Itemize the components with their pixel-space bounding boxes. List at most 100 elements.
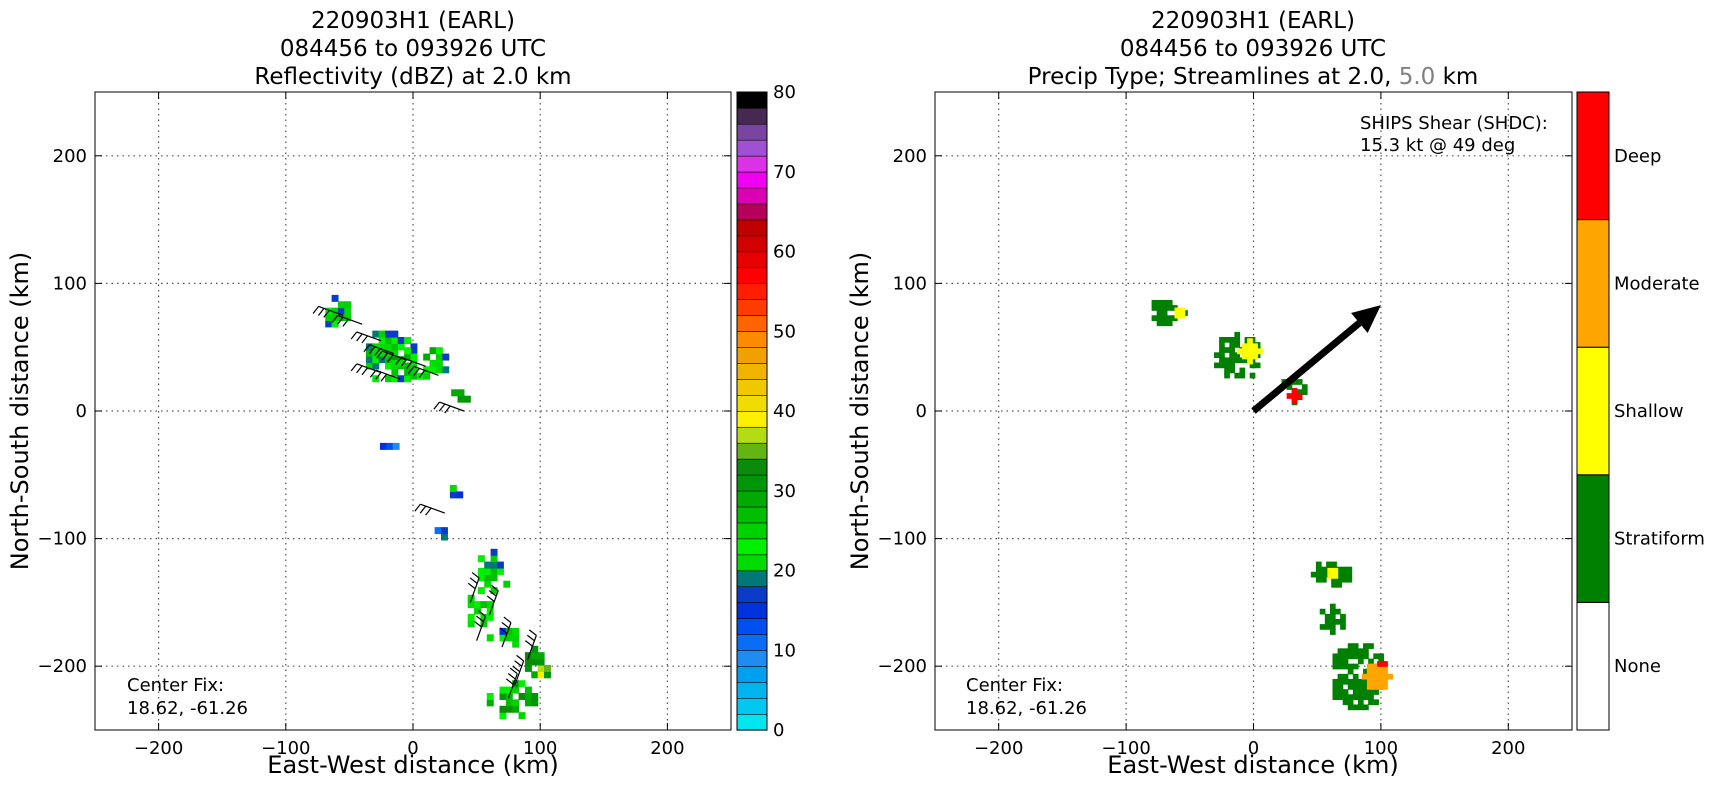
- precip-cell: [1249, 372, 1256, 379]
- precip-cell: [1357, 689, 1364, 695]
- reflectivity-cell: [397, 356, 405, 364]
- reflectivity-cell: [429, 347, 437, 355]
- precip-cell: [1324, 624, 1331, 630]
- precip-cell: [1291, 393, 1298, 399]
- wind-barb-flag: [444, 405, 451, 414]
- precip-cell: [1252, 348, 1258, 355]
- reflectivity-cell: [423, 353, 431, 361]
- precip-cell: [1357, 653, 1364, 660]
- y-tick-label: 0: [76, 401, 87, 422]
- reflectivity-panel: 220903H1 (EARL) 084456 to 093926 UTC Ref…: [6, 8, 796, 779]
- wind-barb-flag: [331, 314, 339, 323]
- y-tick-label: 0: [916, 401, 927, 422]
- wind-barb-flag: [376, 350, 383, 359]
- precip-cell: [1337, 663, 1344, 670]
- precip-cell: [1151, 315, 1158, 322]
- precip-cell: [1332, 573, 1339, 579]
- precip-cell: [1357, 704, 1364, 711]
- precip-cell: [1301, 384, 1308, 390]
- precip-cell: [1347, 663, 1354, 670]
- precip-cell: [1342, 658, 1349, 665]
- colorbar-swatch: [736, 283, 768, 300]
- precip-cell: [1346, 576, 1353, 583]
- precip-cell: [1247, 338, 1253, 344]
- precip-data: [1151, 299, 1393, 711]
- colorbar-swatch: [736, 139, 768, 157]
- precip-cell: [1224, 347, 1230, 353]
- precip-title-part-3: km: [1435, 64, 1478, 90]
- precip-cell: [1329, 603, 1336, 610]
- precip-cell: [1239, 367, 1246, 374]
- precip-cell: [1156, 310, 1163, 316]
- precip-cell: [1286, 393, 1293, 399]
- precip-cell: [1371, 678, 1378, 685]
- reflectivity-cell: [325, 320, 333, 328]
- colorbar-tick-label: 40: [773, 401, 796, 422]
- wind-barb-flag: [501, 621, 510, 629]
- reflectivity-cell: [440, 533, 448, 541]
- precip-cell: [1337, 658, 1344, 665]
- wind-barb-shaft: [514, 660, 525, 686]
- reflectivity-cell: [423, 366, 431, 374]
- wind-barb-flag: [369, 369, 377, 378]
- wind-barb-flag: [337, 316, 344, 325]
- reflectivity-cell: [410, 349, 418, 357]
- precip-cell: [1247, 353, 1253, 360]
- colorbar-swatch: [736, 490, 768, 508]
- precip-cell: [1366, 663, 1373, 670]
- reflectivity-cell: [531, 699, 539, 707]
- colorbar-swatch: [736, 586, 768, 604]
- reflectivity-cell: [435, 353, 443, 361]
- precip-cell: [1321, 571, 1327, 578]
- precip-cell: [1366, 684, 1373, 690]
- precip-cell: [1347, 704, 1354, 711]
- colorbar-swatch: [736, 219, 768, 237]
- precip-cell: [1336, 581, 1343, 588]
- precip-cell: [1219, 347, 1225, 353]
- reflectivity-cell: [505, 705, 513, 713]
- wind-barb-flag: [356, 365, 363, 374]
- precip-category-swatch: [1576, 474, 1610, 603]
- reflectivity-cell: [480, 620, 488, 628]
- precip-cell: [1224, 372, 1230, 379]
- precip-center-fix-label: Center Fix:: [966, 675, 1063, 696]
- reflectivity-cell: [490, 574, 498, 582]
- x-tick-label: 200: [650, 738, 684, 759]
- reflectivity-cell: [537, 664, 545, 672]
- reflectivity-cell: [484, 561, 492, 569]
- wind-barb-flag: [368, 346, 376, 355]
- wind-barb-flag: [361, 367, 368, 376]
- precip-cell: [1242, 348, 1248, 355]
- reflectivity-cell: [331, 314, 339, 322]
- precip-cell: [1347, 643, 1354, 649]
- wind-barb-flag: [526, 634, 535, 642]
- precip-cell: [1315, 571, 1322, 578]
- reflectivity-cell: [505, 627, 513, 635]
- precip-cell: [1377, 678, 1383, 685]
- reflectivity-cell: [544, 664, 551, 672]
- precip-cell: [1310, 571, 1317, 578]
- reflectivity-cell: [442, 353, 450, 361]
- precip-cell: [1329, 618, 1336, 625]
- reflectivity-cell: [499, 705, 507, 713]
- reflectivity-cell: [484, 567, 492, 575]
- wind-barb-flag: [323, 309, 330, 318]
- reflectivity-cell: [385, 343, 392, 351]
- precip-cell: [1342, 689, 1349, 695]
- reflectivity-title-line-1: 220903H1 (EARL): [311, 8, 515, 34]
- precip-cell: [1247, 343, 1253, 350]
- x-tick-label: −100: [1101, 738, 1150, 759]
- precip-type-panel: 220903H1 (EARL) 084456 to 093926 UTC Pre…: [846, 8, 1705, 779]
- precip-cell: [1366, 668, 1373, 675]
- wind-barb-flag: [375, 371, 382, 380]
- reflectivity-cell: [463, 395, 471, 403]
- precip-y-axis-label: North-South distance (km): [846, 252, 874, 571]
- precip-cell: [1234, 342, 1241, 348]
- precip-cell: [1156, 299, 1163, 306]
- wind-barb-flag: [356, 333, 363, 342]
- wind-barb-flag: [488, 590, 497, 597]
- precip-cell: [1342, 673, 1349, 680]
- reflectivity-cell: [486, 692, 494, 700]
- precip-cell: [1352, 648, 1359, 655]
- precip-cell: [1340, 613, 1346, 620]
